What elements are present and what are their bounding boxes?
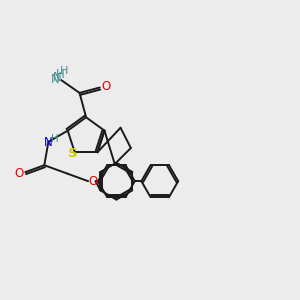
Text: H: H bbox=[51, 134, 59, 144]
Text: O: O bbox=[89, 175, 98, 188]
Text: O: O bbox=[101, 80, 110, 93]
Text: N: N bbox=[50, 73, 59, 86]
Text: S: S bbox=[68, 147, 78, 160]
Text: O: O bbox=[15, 167, 24, 180]
Text: N: N bbox=[52, 71, 61, 84]
Text: N: N bbox=[44, 136, 52, 149]
Text: H: H bbox=[56, 68, 64, 81]
Text: H: H bbox=[60, 66, 68, 76]
